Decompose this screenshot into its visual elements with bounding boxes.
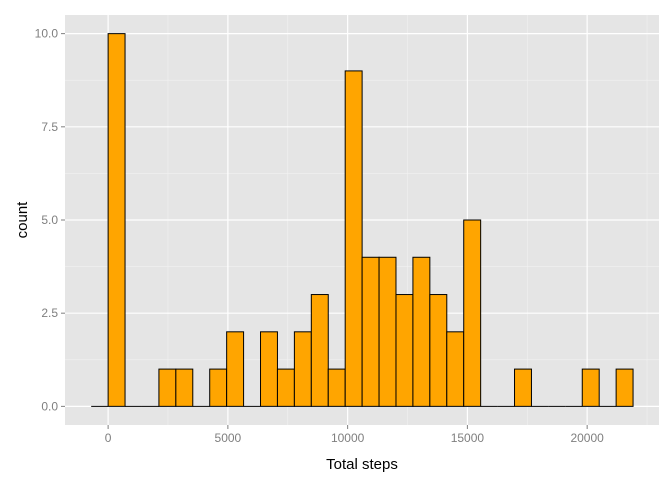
histogram-bar bbox=[310, 294, 329, 407]
x-tick-label: 5000 bbox=[215, 431, 242, 445]
y-tick-label: 10.0 bbox=[35, 27, 59, 41]
histogram-bar bbox=[412, 256, 431, 407]
histogram-bar bbox=[378, 256, 397, 407]
histogram-bar bbox=[615, 368, 634, 407]
histogram-bar bbox=[327, 368, 346, 407]
histogram-bar bbox=[395, 294, 414, 407]
histogram-bar bbox=[260, 331, 278, 407]
x-tick-label: 10000 bbox=[331, 431, 365, 445]
y-tick-label: 7.5 bbox=[41, 120, 58, 134]
histogram-bar bbox=[514, 368, 532, 407]
histogram-bars bbox=[91, 33, 634, 407]
y-axis-ticks: 0.0 2.5 5.0 7.5 10.0 bbox=[35, 27, 65, 413]
histogram-bar bbox=[276, 368, 295, 407]
y-tick-label: 5.0 bbox=[41, 213, 58, 227]
histogram-bar bbox=[344, 70, 363, 407]
x-tick-label: 0 bbox=[105, 431, 112, 445]
x-tick-label: 20000 bbox=[570, 431, 604, 445]
histogram-bar bbox=[581, 368, 600, 407]
histogram-bar bbox=[463, 219, 482, 407]
histogram-bar bbox=[446, 331, 465, 407]
histogram-bar bbox=[107, 33, 126, 407]
histogram-bar bbox=[209, 368, 228, 407]
histogram-bar bbox=[158, 368, 177, 407]
histogram-bar bbox=[293, 331, 312, 407]
histogram-bar bbox=[226, 331, 245, 407]
y-axis-title: count bbox=[14, 201, 31, 239]
histogram-bar bbox=[429, 294, 448, 407]
histogram-bar bbox=[361, 256, 380, 407]
x-axis-title: Total steps bbox=[326, 456, 398, 473]
x-tick-label: 15000 bbox=[451, 431, 485, 445]
y-tick-label: 0.0 bbox=[41, 399, 58, 413]
x-axis-ticks: 0 5000 10000 15000 20000 bbox=[105, 425, 604, 445]
histogram-bar bbox=[175, 368, 194, 407]
y-tick-label: 2.5 bbox=[41, 306, 58, 320]
